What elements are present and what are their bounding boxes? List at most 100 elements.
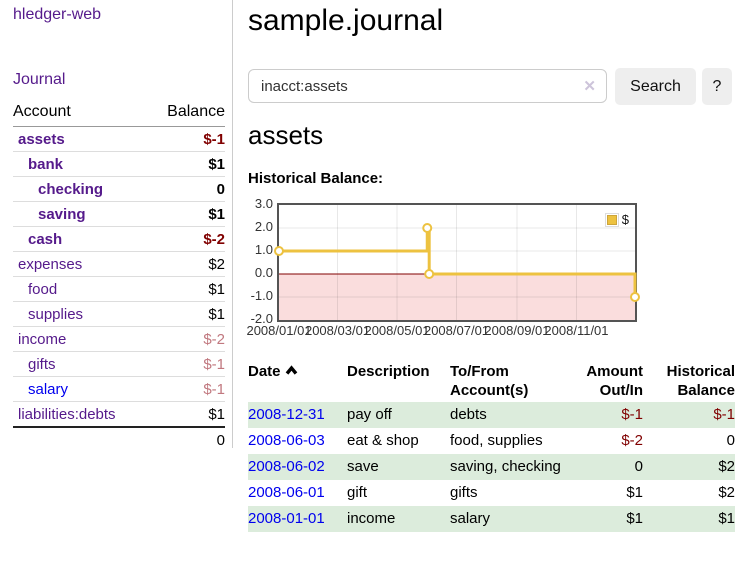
transaction-description: save [347, 458, 379, 475]
transaction-balance: $2 [718, 458, 735, 475]
negative-region [279, 274, 635, 320]
transaction-balance: 0 [726, 432, 735, 449]
transaction-amount: 0 [634, 458, 643, 475]
account-link-saving[interactable]: saving [38, 206, 86, 223]
transaction-description: income [347, 510, 396, 527]
search-input[interactable] [249, 77, 580, 95]
account-row: liabilities:debts $1 [13, 401, 225, 427]
register-row: 2008-06-01 gift gifts $1 $2 [248, 480, 735, 506]
page-title: sample.journal [248, 4, 444, 37]
register-table: Date Description To/From Account(s) Amou… [248, 360, 735, 532]
transaction-date-link[interactable]: 2008-12-31 [248, 406, 325, 423]
y-axis-tick-label: 0.0 [254, 265, 273, 280]
account-link-expenses[interactable]: expenses [18, 256, 83, 273]
transaction-amount: $-1 [621, 406, 643, 423]
transaction-accounts: food, supplies [450, 432, 543, 449]
register-header-date[interactable]: Date [248, 360, 347, 402]
account-link-supplies[interactable]: supplies [28, 306, 84, 323]
y-axis-tick-label: -1.0 [250, 288, 273, 303]
accounts-table: Account Balance assets $-1 bank $1 check… [13, 101, 225, 453]
transaction-accounts: salary [450, 510, 491, 527]
accounts-total: 0 [148, 426, 225, 453]
clear-search-icon[interactable]: ✕ [583, 78, 596, 95]
account-row: salary $-1 [13, 376, 225, 402]
x-axis-tick-label: 2008/09/01 [484, 323, 550, 338]
account-link-gifts[interactable]: gifts [28, 356, 56, 373]
sidebar-item-journal[interactable]: Journal [13, 71, 66, 88]
register-header-amount: Amount Out/In [586, 363, 643, 399]
chart-canvas [274, 205, 640, 320]
x-axis-tick-label: 2008/03/01 [304, 323, 371, 338]
date-header-label: Date [248, 363, 281, 380]
transaction-accounts: gifts [450, 484, 478, 501]
data-point [274, 246, 284, 256]
brand-link[interactable]: hledger-web [13, 6, 102, 23]
transaction-date-link[interactable]: 2008-01-01 [248, 510, 325, 527]
x-axis-tick-label: 2008/05/01 [364, 323, 430, 338]
account-link-cash[interactable]: cash [28, 231, 63, 248]
account-row: supplies $1 [13, 301, 225, 327]
transaction-date-link[interactable]: 2008-06-02 [248, 458, 325, 475]
account-link-salary[interactable]: salary [28, 381, 69, 398]
transaction-description: eat & shop [347, 432, 419, 449]
register-header-balance: Historical Balance [666, 363, 735, 399]
historical-balance-chart: 3.0 2.0 1.0 0.0 -1.0 -2.0 $ 2008/01/01 2008/03… [245, 196, 715, 344]
help-button[interactable]: ? [702, 68, 732, 105]
chart-plot-area: $ [274, 203, 640, 322]
accounts-header-balance: Balance [148, 101, 225, 127]
transaction-description: pay off [347, 406, 392, 423]
legend-swatch-icon [604, 212, 619, 227]
search-box: ✕ [248, 69, 607, 103]
account-row: expenses $2 [13, 251, 225, 277]
account-row: gifts $-1 [13, 351, 225, 377]
account-row: checking 0 [13, 176, 225, 202]
account-row: saving $1 [13, 201, 225, 227]
search-button[interactable]: Search [615, 68, 696, 105]
account-balance: $-1 [203, 131, 225, 148]
transaction-balance: $2 [718, 484, 735, 501]
chart-legend: $ [604, 212, 629, 227]
account-balance: $1 [148, 276, 225, 302]
register-header-description: Description [347, 363, 430, 380]
account-link-income[interactable]: income [18, 331, 67, 348]
data-point [424, 269, 435, 279]
transaction-description: gift [347, 484, 368, 501]
account-balance: $2 [148, 251, 225, 277]
account-balance: $1 [148, 401, 225, 427]
main-content: sample.journal ✕ Search ? assets Histori… [245, 0, 742, 582]
transaction-date-link[interactable]: 2008-06-01 [248, 484, 325, 501]
y-axis-tick-label: 2.0 [254, 219, 273, 234]
account-link-checking[interactable]: checking [38, 181, 104, 198]
accounts-header-account: Account [13, 101, 149, 127]
sidebar: hledger-web Journal Account Balance asse… [0, 0, 233, 453]
y-axis-tick-label: 1.0 [254, 242, 273, 257]
transaction-date-link[interactable]: 2008-06-03 [248, 432, 325, 449]
register-row: 2008-01-01 income salary $1 $1 [248, 506, 735, 532]
x-axis-tick-label: 2008/01/01 [246, 323, 312, 338]
account-heading: assets [248, 120, 324, 150]
sort-ascending-icon [285, 365, 297, 375]
register-row: 2008-06-03 eat & shop food, supplies $-2… [248, 428, 735, 454]
account-link-assets[interactable]: assets [18, 131, 65, 148]
register-header-accounts: To/From Account(s) [450, 360, 585, 402]
data-point [422, 223, 433, 233]
account-balance: 0 [148, 176, 225, 202]
data-point [630, 292, 640, 302]
account-balance: $1 [148, 151, 225, 177]
account-balance: $-2 [148, 226, 225, 252]
account-row: assets $-1 [13, 127, 225, 152]
register-row: 2008-06-02 save saving, checking 0 $2 [248, 454, 735, 480]
y-axis-tick-label: 3.0 [254, 196, 273, 211]
account-row: food $1 [13, 276, 225, 302]
account-link-food[interactable]: food [28, 281, 58, 298]
x-axis-tick-label: 2008/11/01 [544, 323, 609, 338]
transaction-accounts: debts [450, 406, 487, 423]
account-link-liabilities-debts[interactable]: liabilities:debts [18, 406, 116, 423]
y-axis-tick-label: -2.0 [250, 311, 273, 326]
accounts-header-label: To/From Account(s) [450, 363, 529, 399]
account-link-bank[interactable]: bank [28, 156, 64, 173]
account-balance: $-1 [148, 376, 225, 402]
account-balance: $-1 [148, 351, 225, 377]
account-row: cash $-2 [13, 226, 225, 252]
register-row: 2008-12-31 pay off debts $-1 $-1 [248, 402, 735, 428]
